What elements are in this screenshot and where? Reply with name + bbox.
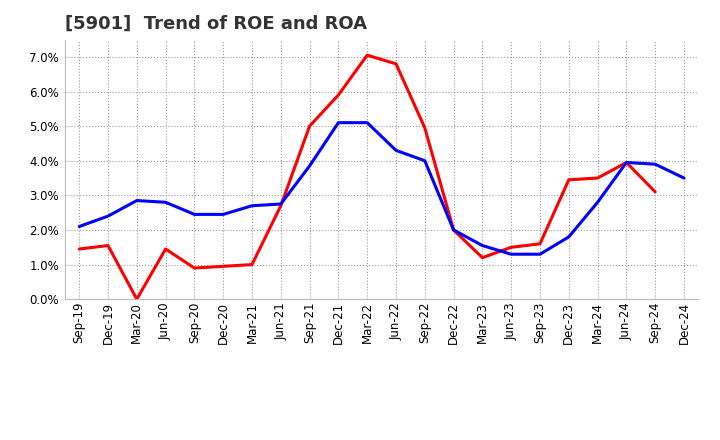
ROE [132, 297, 141, 302]
ROA [564, 234, 573, 239]
ROE [507, 245, 516, 250]
ROE [651, 189, 660, 194]
ROE [593, 176, 602, 181]
ROA [593, 200, 602, 205]
ROE [305, 124, 314, 129]
Text: [5901]  Trend of ROE and ROA: [5901] Trend of ROE and ROA [65, 15, 366, 33]
ROA [305, 163, 314, 169]
ROE [219, 264, 228, 269]
ROA [363, 120, 372, 125]
ROE [190, 265, 199, 271]
ROE [420, 125, 429, 131]
ROA [392, 148, 400, 153]
ROE [478, 255, 487, 260]
ROA [680, 176, 688, 181]
ROA [507, 252, 516, 257]
ROA [651, 161, 660, 167]
ROE [334, 92, 343, 98]
ROA [75, 224, 84, 229]
ROA [190, 212, 199, 217]
ROE [392, 61, 400, 66]
ROE [622, 160, 631, 165]
ROE [161, 246, 170, 252]
Line: ROE: ROE [79, 55, 655, 299]
ROA [334, 120, 343, 125]
ROE [536, 241, 544, 246]
ROA [622, 160, 631, 165]
ROE [363, 52, 372, 58]
ROA [276, 202, 285, 207]
ROA [161, 200, 170, 205]
ROE [104, 243, 112, 248]
ROA [536, 252, 544, 257]
ROA [478, 243, 487, 248]
ROA [219, 212, 228, 217]
ROE [276, 203, 285, 209]
Line: ROA: ROA [79, 123, 684, 254]
ROA [420, 158, 429, 163]
ROA [449, 227, 458, 233]
ROA [248, 203, 256, 209]
ROE [248, 262, 256, 267]
ROE [449, 227, 458, 233]
ROA [132, 198, 141, 203]
ROE [564, 177, 573, 183]
ROA [104, 213, 112, 219]
ROE [75, 246, 84, 252]
